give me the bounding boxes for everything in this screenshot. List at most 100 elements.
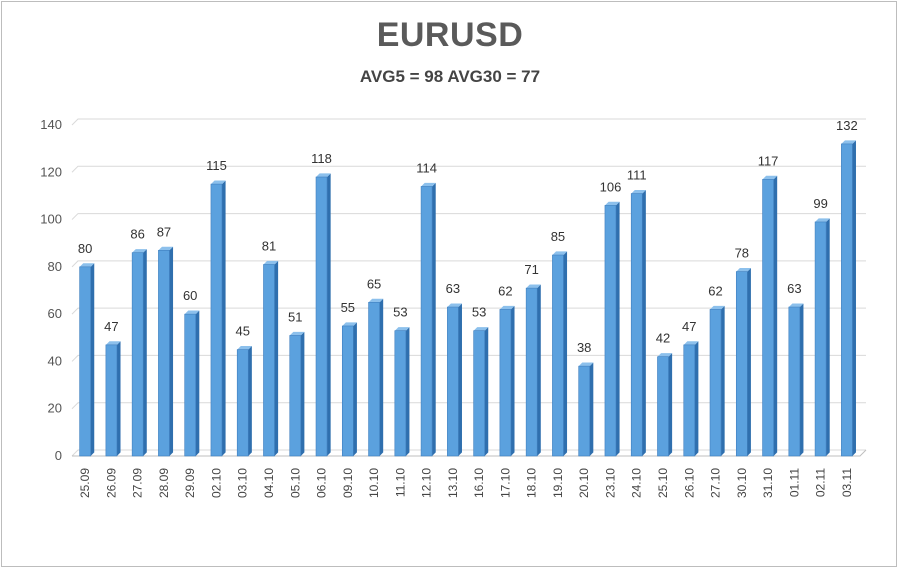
bar-top xyxy=(368,298,384,303)
bar-side xyxy=(90,263,95,456)
bar-top xyxy=(184,310,200,315)
bar-front xyxy=(105,344,118,457)
bar xyxy=(447,303,462,457)
bar-top xyxy=(710,305,725,310)
data-label: 111 xyxy=(627,168,647,183)
bar-side xyxy=(300,331,305,456)
x-tick-label: 06.10 xyxy=(315,468,329,498)
x-tick-label: 09.10 xyxy=(341,468,355,498)
bar-side xyxy=(248,346,252,456)
y-tick-label: 80 xyxy=(48,259,62,274)
bar-front xyxy=(578,365,591,457)
data-label: 87 xyxy=(157,224,171,239)
bar-front xyxy=(394,330,407,457)
bar-top xyxy=(79,263,95,267)
x-tick-label: 12.10 xyxy=(420,468,434,498)
bar-side xyxy=(589,362,594,456)
bar-front xyxy=(735,271,748,457)
gridline xyxy=(71,213,866,220)
bar xyxy=(709,305,725,457)
data-label: 55 xyxy=(341,300,355,315)
bar-top xyxy=(552,251,568,256)
data-label: 53 xyxy=(472,305,486,320)
x-tick-label: 28.09 xyxy=(157,468,171,498)
bar-top xyxy=(762,175,778,180)
bar-top xyxy=(237,346,252,350)
bar xyxy=(630,189,646,457)
bar-top xyxy=(657,353,673,357)
gridline xyxy=(71,307,866,315)
bar-front xyxy=(841,143,853,457)
bar-front xyxy=(788,306,801,457)
bar-front xyxy=(525,287,538,457)
x-tick-label: 02.11 xyxy=(814,468,828,497)
x-tick-label: 27.10 xyxy=(709,468,723,498)
bar-side xyxy=(195,310,200,456)
gridline xyxy=(71,354,866,362)
bar-front xyxy=(236,349,249,457)
data-label: 86 xyxy=(130,227,144,242)
bar-top xyxy=(631,189,646,194)
bar xyxy=(499,305,515,457)
bar-front xyxy=(341,325,354,457)
x-tick-label: 01.11 xyxy=(787,468,801,497)
bar xyxy=(341,322,357,457)
bar-front xyxy=(131,252,144,457)
bar xyxy=(841,140,856,457)
bar-front xyxy=(630,193,643,457)
bar xyxy=(762,175,778,457)
x-tick-label: 29.09 xyxy=(183,468,197,498)
bar-front xyxy=(762,179,774,457)
y-tick-label: 0 xyxy=(55,448,62,463)
bar-front xyxy=(473,330,485,457)
chart-subtitle: AVG5 = 98 AVG30 = 77 xyxy=(359,67,541,86)
bar-top xyxy=(736,267,751,272)
bar-side xyxy=(327,173,331,456)
bar-top xyxy=(289,331,305,336)
bar xyxy=(657,353,673,457)
x-tick-label: 27.09 xyxy=(131,468,145,498)
bar xyxy=(210,180,226,457)
bar-top xyxy=(788,303,804,308)
bar-side xyxy=(379,298,384,456)
bar-top xyxy=(526,284,541,289)
data-label: 118 xyxy=(311,151,332,166)
bar-side xyxy=(721,305,725,456)
bar xyxy=(263,260,279,457)
bar xyxy=(105,341,121,457)
bar-top xyxy=(578,362,594,367)
bar-top xyxy=(683,341,699,345)
y-tick-label: 40 xyxy=(48,353,62,368)
bar-top xyxy=(158,246,174,251)
bar-front xyxy=(79,266,91,457)
bar-side xyxy=(484,327,489,456)
data-label: 62 xyxy=(498,283,512,298)
bar xyxy=(131,249,147,457)
bar-top xyxy=(499,305,515,310)
bar-side xyxy=(799,303,804,456)
bar xyxy=(788,303,804,457)
bar-top xyxy=(105,341,121,345)
bar-top xyxy=(342,322,357,326)
data-label: 62 xyxy=(708,283,722,298)
x-tick-label: 11.10 xyxy=(393,468,407,497)
data-label: 71 xyxy=(524,262,538,277)
bar xyxy=(315,173,331,457)
bar-side xyxy=(510,305,515,456)
y-tick-label: 20 xyxy=(48,401,62,416)
bar-side xyxy=(116,341,121,456)
bar xyxy=(394,327,410,457)
x-tick-label: 10.10 xyxy=(367,468,381,498)
data-label: 38 xyxy=(577,340,591,355)
x-tick-label: 26.10 xyxy=(682,468,696,498)
bars xyxy=(79,140,856,457)
bar-front xyxy=(709,309,722,457)
bar xyxy=(79,263,95,457)
bar-side xyxy=(747,267,751,456)
bar-front xyxy=(814,221,827,457)
bar-side xyxy=(852,140,856,457)
bar-side xyxy=(826,218,830,456)
bar xyxy=(420,182,436,457)
x-tick-label: 24.10 xyxy=(630,468,644,498)
